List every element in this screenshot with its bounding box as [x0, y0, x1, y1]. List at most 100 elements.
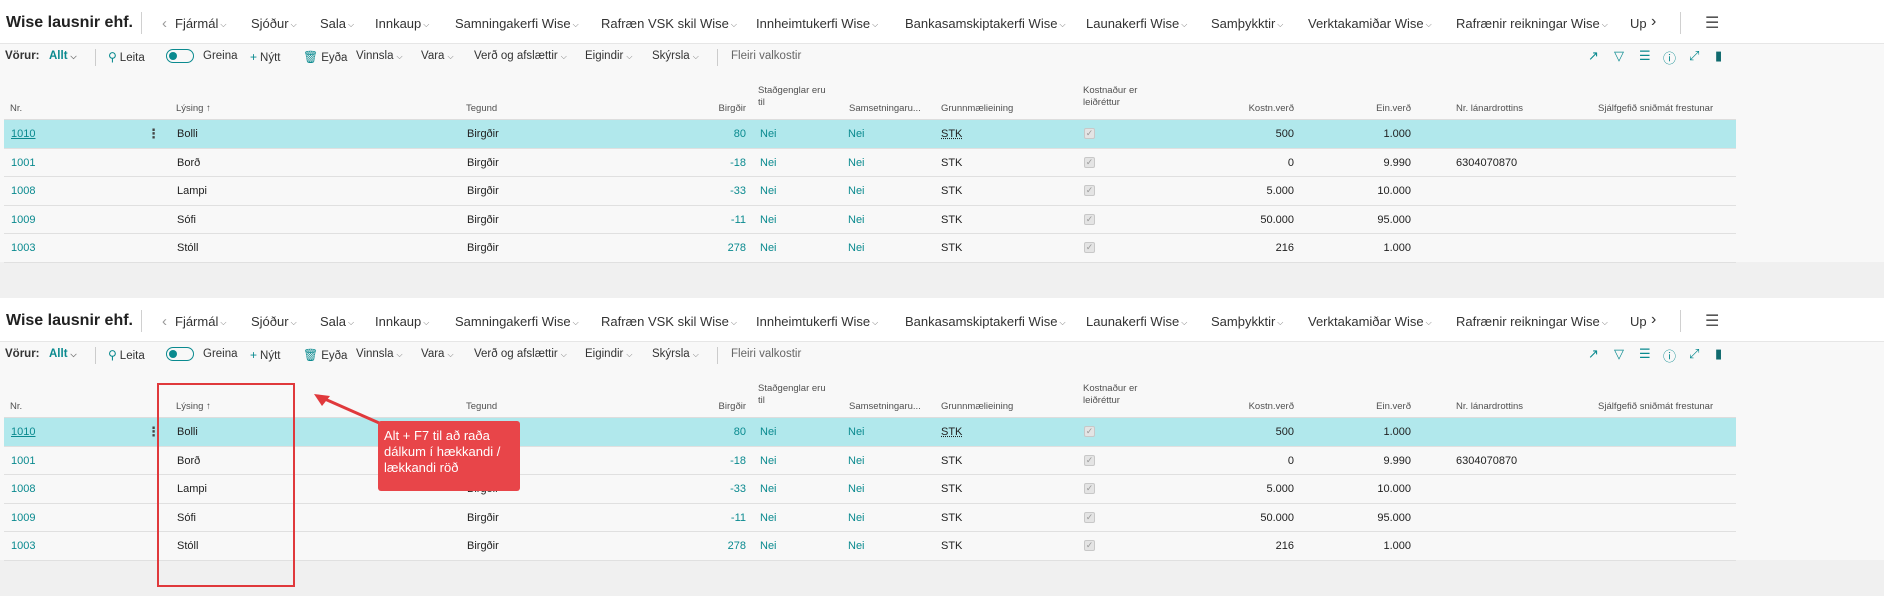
expand-icon[interactable]: ⤢	[1689, 346, 1700, 361]
nav-item[interactable]: Samþykktir ⌵	[1211, 314, 1283, 329]
item-no-link[interactable]: 1010	[11, 128, 36, 140]
bookmark-icon[interactable]: ▮	[1715, 346, 1723, 361]
report-menu[interactable]: Skýrsla ⌵	[652, 348, 699, 360]
nav-item[interactable]: Samþykktir ⌵	[1211, 16, 1283, 31]
item-inventory[interactable]: 80	[733, 128, 746, 140]
column-header-type[interactable]: Tegund	[466, 401, 498, 412]
nav-item[interactable]: Bankasamskiptakerfi Wise ⌵	[905, 16, 1066, 31]
nav-item[interactable]: Bankasamskiptakerfi Wise ⌵	[905, 314, 1066, 329]
info-icon[interactable]: ⓘ	[1663, 51, 1677, 66]
item-menu[interactable]: Vara ⌵	[421, 50, 454, 62]
nav-item[interactable]: Samningakerfi Wise ⌵	[455, 314, 579, 329]
item-no-link[interactable]: 1009	[11, 213, 36, 226]
item-no-link[interactable]: 1010	[11, 426, 36, 438]
more-options-button[interactable]: Fleiri valkostir	[731, 348, 802, 360]
nav-scroll-left-icon[interactable]: ‹	[162, 313, 167, 330]
item-menu[interactable]: Vara ⌵	[421, 348, 454, 360]
nav-item[interactable]: Fjármál ⌵	[175, 314, 226, 329]
item-inventory[interactable]: -11	[730, 511, 746, 524]
analyze-toggle[interactable]	[166, 347, 194, 361]
nav-item[interactable]: Launakerfi Wise ⌵	[1086, 314, 1187, 329]
share-icon[interactable]: ↗	[1588, 48, 1599, 63]
row-actions-icon[interactable]: ⋮	[147, 424, 160, 439]
nav-scroll-right-icon[interactable]: ›	[1651, 13, 1657, 30]
item-no-link[interactable]: 1001	[11, 156, 36, 169]
nav-item[interactable]: Sala ⌵	[320, 16, 354, 31]
column-header-substitutes[interactable]: Staðgenglar eru til	[758, 383, 826, 407]
column-header-assembly[interactable]: Samsetningaru...	[849, 401, 921, 412]
item-no-link[interactable]: 1008	[11, 185, 36, 197]
item-substitutes[interactable]: Nei	[760, 540, 777, 552]
nav-item[interactable]: Sjóður ⌵	[251, 16, 297, 31]
item-inventory[interactable]: -11	[730, 213, 746, 226]
item-substitutes[interactable]: Nei	[760, 242, 777, 254]
table-row[interactable]: 1010 ⋮ Bolli Birgðir 80 Nei Nei STK ✓ 500 1.000	[4, 120, 1736, 149]
search-button[interactable]: ⚲ Leita	[108, 348, 145, 362]
item-inventory[interactable]: -18	[730, 156, 746, 169]
item-inventory[interactable]: -33	[730, 483, 746, 495]
item-substitutes[interactable]: Nei	[760, 156, 777, 169]
nav-item[interactable]: Rafrænir reikningar Wise ⌵	[1456, 314, 1608, 329]
column-header-substitutes[interactable]: Staðgenglar eru til	[758, 85, 826, 109]
column-header-vendor-no[interactable]: Nr. lánardrottins	[1456, 103, 1524, 114]
nav-item[interactable]: Innheimtukerfi Wise ⌵	[756, 314, 878, 329]
table-row[interactable]: 1001BorðBirgðir-18NeiNeiSTK✓09.990630407…	[4, 446, 1736, 475]
column-header-base-unit[interactable]: Grunnmælieining	[941, 103, 1014, 114]
delete-button[interactable]: 🗑 Eyða	[303, 50, 347, 64]
nav-item[interactable]: Rafrænir reikningar Wise ⌵	[1456, 16, 1608, 31]
table-row[interactable]: 1008 Lampi Birgðir -33 Nei Nei STK ✓ 5.000 10.000	[4, 177, 1736, 206]
item-assembly[interactable]: Nei	[848, 511, 865, 524]
item-assembly[interactable]: Nei	[848, 540, 865, 552]
nav-item-more[interactable]: Up	[1630, 314, 1647, 329]
item-inventory[interactable]: 80	[733, 426, 746, 438]
item-assembly[interactable]: Nei	[848, 454, 865, 467]
more-options-button[interactable]: Fleiri valkostir	[731, 50, 802, 62]
nav-item[interactable]: Sjóður ⌵	[251, 314, 297, 329]
item-inventory[interactable]: 278	[727, 540, 746, 552]
expand-icon[interactable]: ⤢	[1689, 48, 1700, 63]
item-no-link[interactable]: 1001	[11, 454, 36, 467]
analyze-toggle[interactable]	[166, 49, 194, 63]
item-assembly[interactable]: Nei	[848, 185, 865, 197]
item-no-link[interactable]: 1003	[11, 242, 36, 254]
row-actions-icon[interactable]: ⋮	[147, 126, 160, 141]
new-button[interactable]: + Nýtt	[250, 50, 280, 64]
nav-item[interactable]: Fjármál ⌵	[175, 16, 226, 31]
table-row[interactable]: 1009 Sófi Birgðir -11 Nei Nei STK ✓ 50.000 95.000	[4, 503, 1736, 532]
item-inventory[interactable]: -18	[730, 454, 746, 467]
filter-view-dropdown[interactable]: Allt ⌵	[49, 348, 77, 360]
delete-button[interactable]: 🗑 Eyða	[303, 348, 347, 362]
filter-icon[interactable]: ▽	[1614, 48, 1624, 63]
item-no-link[interactable]: 1009	[11, 511, 36, 524]
nav-item[interactable]: Launakerfi Wise ⌵	[1086, 16, 1187, 31]
hamburger-menu-icon[interactable]: ☰	[1705, 313, 1720, 330]
column-header-cost-adjusted[interactable]: Kostnaður er leiðréttur	[1083, 383, 1137, 407]
nav-item[interactable]: Innheimtukerfi Wise ⌵	[756, 16, 878, 31]
new-button[interactable]: + Nýtt	[250, 348, 280, 362]
hamburger-menu-icon[interactable]: ☰	[1705, 15, 1720, 32]
item-no-link[interactable]: 1003	[11, 540, 36, 552]
search-button[interactable]: ⚲ Leita	[108, 50, 145, 64]
company-name[interactable]: Wise lausnir ehf.	[6, 14, 133, 31]
item-assembly[interactable]: Nei	[848, 213, 865, 226]
process-menu[interactable]: Vinnsla ⌵	[356, 348, 403, 360]
column-header-no[interactable]: Nr.	[10, 401, 23, 412]
properties-menu[interactable]: Eigindir ⌵	[585, 348, 632, 360]
process-menu[interactable]: Vinnsla ⌵	[356, 50, 403, 62]
filter-view-dropdown[interactable]: Allt ⌵	[49, 50, 77, 62]
report-menu[interactable]: Skýrsla ⌵	[652, 50, 699, 62]
column-header-unit-cost[interactable]: Kostn.verð	[1248, 401, 1294, 412]
column-header-default-deferral[interactable]: Sjálfgefið sniðmát frestunar	[1598, 401, 1714, 412]
item-assembly[interactable]: Nei	[848, 156, 865, 169]
nav-item[interactable]: Innkaup ⌵	[375, 314, 429, 329]
column-header-no[interactable]: Nr.	[10, 103, 23, 114]
info-icon[interactable]: ⓘ	[1663, 349, 1677, 364]
column-header-default-deferral[interactable]: Sjálfgefið sniðmát frestunar	[1598, 103, 1714, 114]
nav-item[interactable]: Verktakamiðar Wise ⌵	[1308, 16, 1432, 31]
item-substitutes[interactable]: Nei	[760, 426, 777, 438]
nav-item[interactable]: Verktakamiðar Wise ⌵	[1308, 314, 1432, 329]
list-view-icon[interactable]: ☰	[1639, 48, 1651, 63]
column-header-inventory[interactable]: Birgðir	[718, 103, 746, 114]
column-header-description[interactable]: Lýsing ↑	[176, 103, 211, 115]
column-header-type[interactable]: Tegund	[466, 103, 498, 114]
